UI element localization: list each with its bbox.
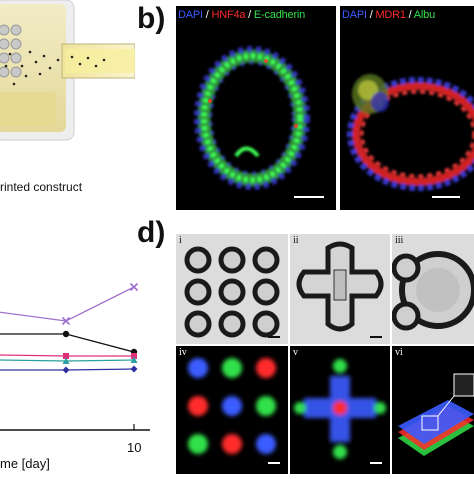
panel-b-letter: b)	[137, 2, 166, 35]
x-axis-label: me [day]	[0, 456, 50, 471]
label-sep: /	[245, 9, 254, 21]
scale-bar-left	[294, 196, 324, 198]
scale-bar-iv	[268, 462, 280, 464]
label-sep: /	[366, 9, 376, 21]
3d-render	[398, 373, 474, 456]
sub-label-i: i	[179, 235, 182, 246]
fluor-label-left: DAPI / HNF4a / E-cadherin	[178, 9, 305, 21]
series-3-point-1	[62, 357, 70, 364]
brightfield-image-i: i	[176, 234, 288, 344]
scale-bar-right	[432, 196, 460, 198]
panel-a-caption: rinted construct	[0, 180, 83, 194]
cross-fluor	[294, 359, 386, 459]
fluorescence-image-iv: iv	[176, 346, 288, 474]
label-e-cadherin: E-cadherin	[253, 9, 306, 21]
label-dapi: DAPI	[178, 9, 203, 21]
sub-label-v: v	[293, 347, 298, 358]
series-0-point-1	[61, 316, 71, 326]
sub-label-vi: vi	[395, 347, 403, 358]
label-dapi: DAPI	[342, 9, 367, 21]
fluorescence-image-right: DAPI / MDR1 / Albu	[340, 6, 474, 210]
series-1-point-1	[62, 330, 70, 338]
printed-grid	[0, 24, 22, 78]
x-tick-label-10: 10	[127, 440, 142, 455]
label-mdr1: MDR1	[375, 9, 406, 21]
series-3-point-2	[130, 356, 138, 363]
series-line-0	[0, 286, 135, 322]
series-0-point-2	[129, 282, 139, 292]
series-4-point-2	[130, 365, 138, 373]
fluor-label-right: DAPI / MDR1 / Albu	[342, 9, 435, 21]
cross-structure	[296, 241, 384, 332]
label-sep: /	[202, 9, 212, 21]
series-2-point-1	[63, 353, 69, 359]
label-hnf4a: HNF4a	[211, 9, 246, 21]
spheroid-fluor-array	[188, 358, 276, 454]
organoid-left	[194, 46, 310, 190]
printed-construct-illustration	[0, 0, 136, 141]
brightfield-image-ii: ii	[290, 234, 390, 344]
line-chart: me [day] 10	[0, 216, 160, 474]
organoid-right	[347, 74, 474, 191]
fluorescence-image-v: v	[290, 346, 390, 474]
series-2-point-2	[131, 353, 137, 359]
sub-label-ii: ii	[293, 235, 299, 246]
series-4-point-1	[62, 366, 70, 374]
ring-structure	[392, 251, 474, 331]
scale-bar-v	[370, 462, 382, 464]
line-chart-svg	[0, 282, 150, 431]
scale-bar-i	[268, 336, 280, 338]
fluorescence-image-vi: vi	[392, 346, 474, 474]
sub-label-iii: iii	[395, 235, 404, 246]
spheroid-array	[184, 246, 280, 338]
label-sep: /	[405, 9, 414, 21]
brightfield-image-iii: iii	[392, 234, 474, 344]
panel-a	[0, 0, 136, 200]
scale-bar-ii	[370, 336, 382, 338]
panel-d-letter: d)	[137, 216, 166, 249]
sub-label-iv: iv	[179, 347, 187, 358]
label-albumin: Albu	[413, 9, 436, 21]
fluorescence-image-left: DAPI / HNF4a / E-cadherin	[176, 6, 336, 210]
